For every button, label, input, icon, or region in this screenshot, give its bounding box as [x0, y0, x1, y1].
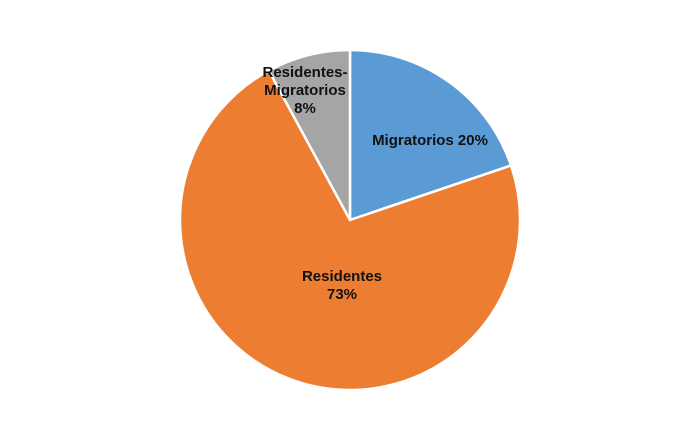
- data-label-migratorios: Migratorios 20%: [372, 132, 488, 149]
- data-label-line: Residentes-: [262, 64, 347, 81]
- labels-layer: Migratorios 20% Residentes 73% Residentes-M…: [262, 64, 487, 303]
- slices-layer: [178, 48, 522, 392]
- data-label-line: 73%: [327, 286, 357, 303]
- data-label-residentes-migratorios: Residentes-Migratorios 8%: [262, 64, 347, 117]
- pie-slice-residentes-migratorios: [267, 48, 352, 221]
- data-label-line: Migratorios: [264, 82, 346, 99]
- data-label-line: Migratorios 20%: [372, 132, 488, 149]
- pie-slice-migratorios: [348, 48, 513, 222]
- data-label-line: Residentes: [302, 268, 382, 285]
- pie-slice-residentes: [178, 68, 522, 392]
- data-label-line: 8%: [294, 100, 316, 117]
- data-label-residentes: Residentes 73%: [302, 268, 382, 303]
